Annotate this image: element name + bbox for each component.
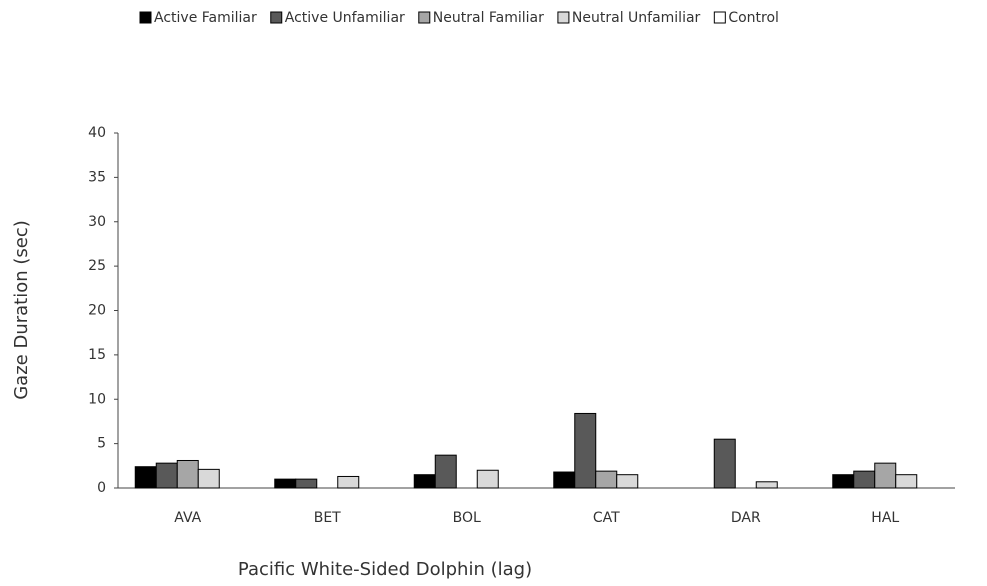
bar [337,475,360,489]
legend-swatch [270,11,283,24]
bar [274,478,297,489]
bar [874,462,897,489]
y-tick-label: 40 [88,125,106,141]
y-tick-label: 15 [88,347,106,363]
x-tick-label: DAR [731,510,761,526]
bar [176,459,199,489]
y-tick-label: 10 [88,391,106,407]
y-tick-label: 30 [88,214,106,230]
legend-label: Active Familiar [154,10,257,26]
legend-swatch [713,11,726,24]
y-tick-label: 20 [88,303,106,319]
bar [134,466,157,489]
bar [155,462,178,489]
bar [553,471,576,489]
y-tick-label: 35 [88,169,106,185]
y-tick-label: 0 [97,480,106,496]
bar [413,474,436,489]
bar [616,474,639,489]
bar [895,474,918,489]
x-tick-label: BOL [453,510,481,526]
legend-label: Neutral Familiar [433,10,544,26]
y-tick-label: 5 [97,436,106,452]
bar [713,438,736,489]
bar [853,470,876,489]
y-tick-label: 25 [88,258,106,274]
legend-label: Control [728,10,779,26]
y-axis-label: Gaze Duration (sec) [11,220,32,400]
bar [434,454,457,489]
bar [295,478,318,489]
bar [197,468,220,489]
x-axis-label: Pacific White-Sided Dolphin (lag) [238,559,532,580]
x-tick-label: AVA [174,510,201,526]
legend-label: Neutral Unfamiliar [572,10,701,26]
bar [476,469,499,489]
x-tick-label: HAL [871,510,899,526]
bar [595,470,618,489]
legend-swatch [139,11,152,24]
legend-swatch [557,11,570,24]
legend-label: Active Unfamiliar [285,10,405,26]
x-tick-label: CAT [593,510,620,526]
legend-swatch [418,11,431,24]
x-tick-label: BET [314,510,341,526]
bar [574,412,597,489]
bar [832,474,855,489]
bar [755,481,778,489]
